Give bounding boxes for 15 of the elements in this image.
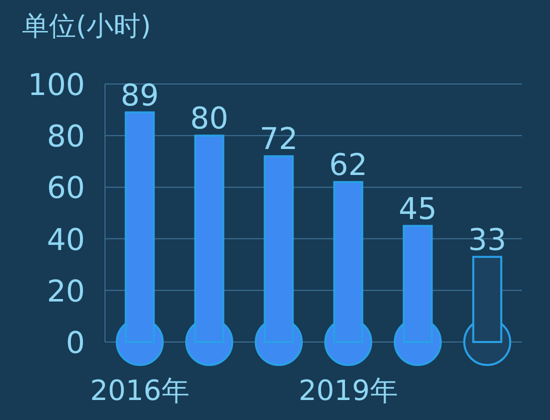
x-tick-label: 2016年 bbox=[90, 374, 190, 407]
data-label: 45 bbox=[398, 192, 437, 227]
y-tick-label: 40 bbox=[46, 222, 85, 258]
data-label: 80 bbox=[190, 102, 228, 137]
y-tick-label: 100 bbox=[28, 68, 85, 103]
data-label: 72 bbox=[260, 122, 298, 158]
data-label: 62 bbox=[329, 148, 368, 184]
x-tick-label: 2019年 bbox=[298, 374, 398, 407]
y-tick-label: 80 bbox=[46, 120, 85, 155]
y-tick-label: 0 bbox=[66, 326, 85, 361]
y-axis-title: 单位(小时) bbox=[22, 11, 152, 42]
data-label: 89 bbox=[120, 78, 159, 114]
data-label: 33 bbox=[468, 222, 506, 258]
y-tick-label: 60 bbox=[46, 171, 85, 206]
y-tick-label: 20 bbox=[46, 274, 85, 310]
